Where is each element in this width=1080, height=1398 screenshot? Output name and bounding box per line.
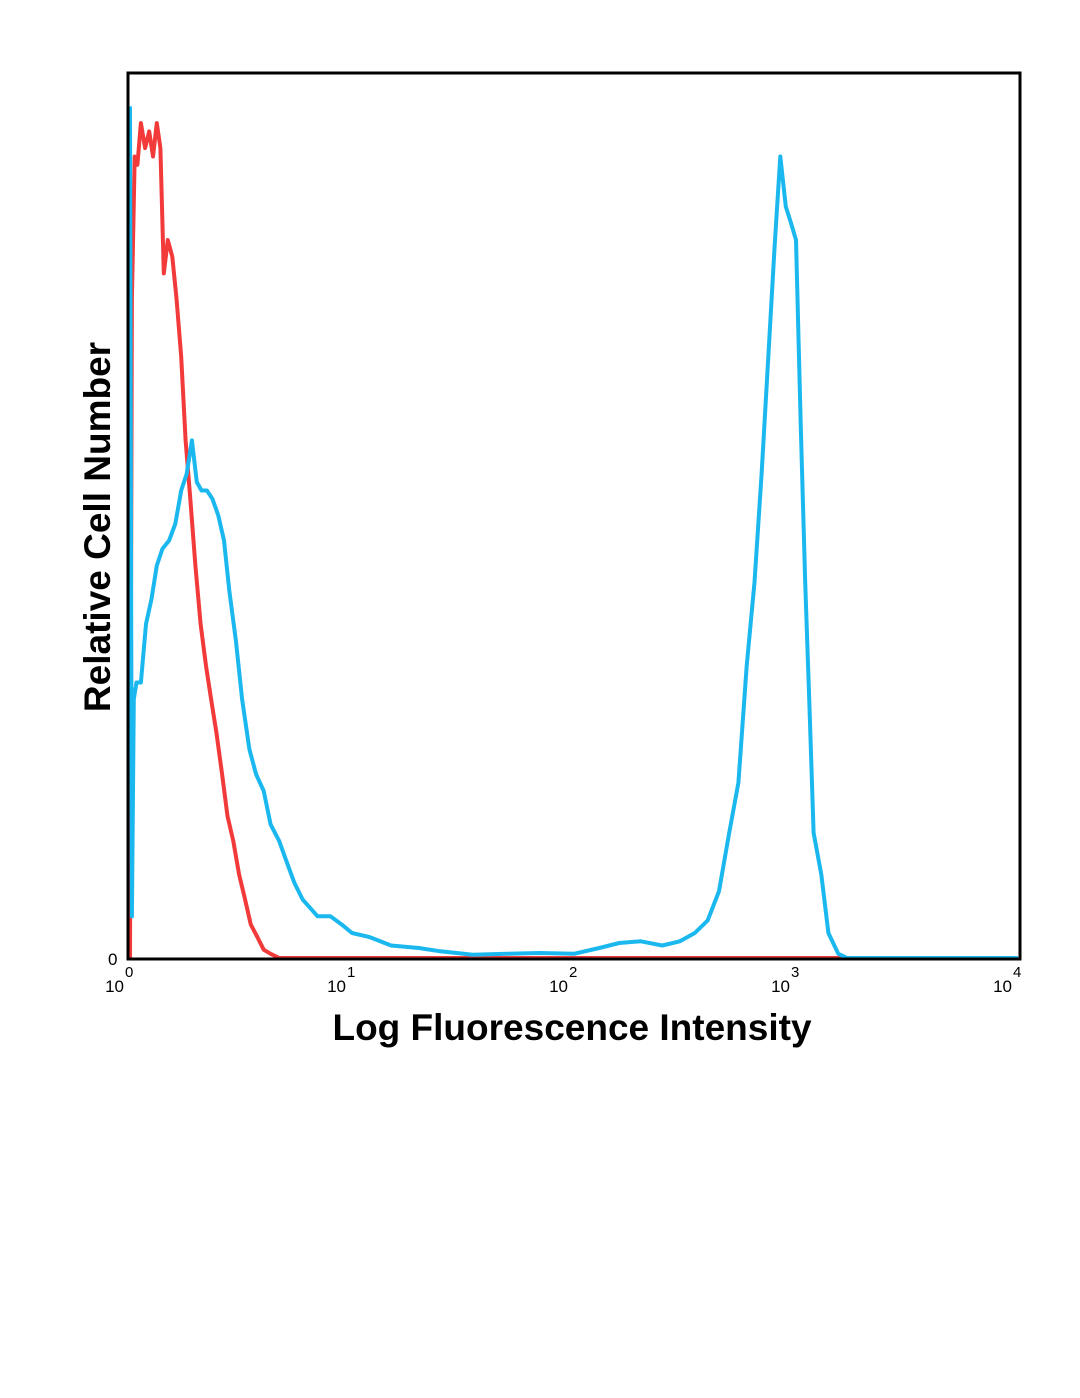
x-tick-exponent-4: 4 xyxy=(1013,964,1021,981)
series-line-2 xyxy=(128,106,1018,960)
x-tick-exponent-2: 2 xyxy=(569,964,577,981)
x-axis-title: Log Fluorescence Intensity xyxy=(332,1007,811,1048)
x-tick-label-2: 10 xyxy=(549,977,568,996)
x-tick-exponent-1: 1 xyxy=(347,964,355,981)
x-tick-exponent-3: 3 xyxy=(791,964,799,981)
x-tick-label-0: 10 xyxy=(105,977,124,996)
y-tick-label-0: 0 xyxy=(108,950,117,969)
x-tick-label-1: 10 xyxy=(327,977,346,996)
y-axis-title: Relative Cell Number xyxy=(77,342,118,712)
x-tick-exponent-0: 0 xyxy=(125,964,133,981)
plot-frame xyxy=(126,71,1022,961)
x-tick-label-3: 10 xyxy=(771,977,790,996)
series-line-1 xyxy=(128,121,1018,960)
x-tick-label-4: 10 xyxy=(993,977,1012,996)
series-layer xyxy=(128,106,1018,960)
